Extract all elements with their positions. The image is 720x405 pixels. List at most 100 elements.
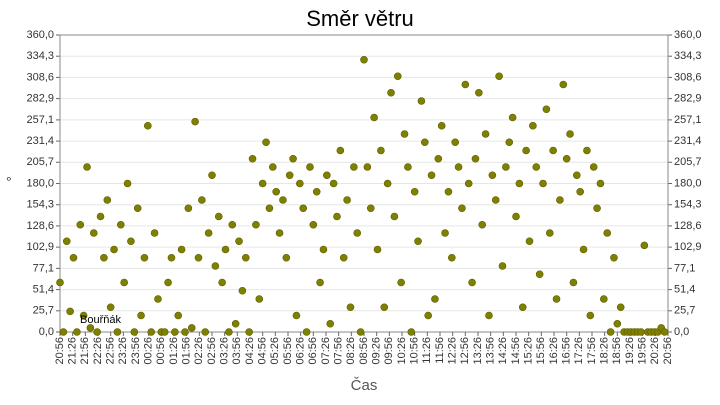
point [187, 324, 196, 332]
point [177, 245, 186, 254]
y-tick-label: 231,4 [26, 135, 54, 147]
y2-tick-label: 257,1 [674, 114, 702, 126]
point [475, 88, 483, 97]
point [309, 220, 318, 229]
x-axis-label: Čas [351, 377, 378, 394]
point [89, 229, 98, 237]
x-tick-label: 23:26 [117, 337, 129, 365]
point [228, 220, 237, 229]
point [373, 245, 382, 254]
point [103, 196, 112, 204]
point [464, 179, 473, 188]
x-tick-label: 23:56 [130, 337, 142, 365]
x-tick-label: 15:26 [523, 337, 535, 365]
point [566, 130, 574, 138]
y2-tick-label: 25,7 [674, 305, 695, 317]
y-tick-label: 154,3 [26, 199, 54, 211]
point [96, 212, 105, 221]
y2-tick-label: 231,4 [674, 135, 702, 147]
point [393, 72, 402, 81]
x-tick-label: 11:56 [434, 337, 446, 364]
y2-tick-label: 282,9 [674, 93, 702, 105]
y-tick-label: 257,1 [26, 114, 54, 126]
x-tick-label: 20:26 [649, 337, 661, 365]
point [529, 121, 537, 130]
point [593, 204, 601, 213]
point [86, 324, 95, 332]
point [451, 138, 460, 147]
point [431, 295, 439, 303]
x-tick-label: 10:26 [396, 337, 408, 365]
point [292, 311, 301, 320]
x-tick-label: 09:56 [383, 337, 395, 365]
y2-tick-label: 77,1 [674, 262, 695, 274]
x-tick-label: 00:56 [155, 337, 167, 365]
point [613, 319, 622, 328]
point [218, 278, 226, 287]
x-tick-label: 22:56 [105, 337, 117, 365]
x-tick-label: 20:56 [54, 337, 66, 365]
y-tick-label: 360,0 [26, 29, 54, 41]
point [238, 286, 247, 295]
annotation: Bouřňák [80, 314, 121, 326]
point [123, 179, 132, 188]
point [424, 311, 432, 320]
point [343, 196, 351, 204]
point [562, 154, 571, 163]
point [488, 171, 497, 180]
point [434, 154, 443, 163]
point [502, 163, 510, 171]
x-tick-label: 21:56 [79, 337, 91, 365]
y-tick-label: 180,0 [26, 177, 54, 189]
point [316, 278, 324, 287]
y2-tick-label: 102,9 [674, 241, 702, 253]
x-tick-label: 07:56 [333, 337, 345, 365]
point [518, 303, 527, 312]
point [539, 179, 547, 188]
x-tick-label: 06:56 [307, 337, 319, 365]
y2-tick-label: 154,3 [674, 199, 702, 211]
point [66, 307, 74, 316]
point [113, 328, 122, 336]
point [640, 241, 649, 250]
x-tick-label: 05:26 [269, 337, 281, 365]
point [404, 163, 412, 171]
x-tick-label: 02:56 [206, 337, 218, 365]
point [579, 245, 588, 254]
point [289, 154, 297, 163]
point [160, 328, 169, 336]
y2-tick-label: 0,0 [674, 326, 689, 338]
x-tick-label: 04:26 [244, 337, 256, 365]
point [245, 328, 253, 336]
x-tick-label: 17:56 [586, 337, 598, 365]
y-tick-label: 102,9 [26, 241, 54, 253]
point [214, 212, 223, 221]
point [323, 171, 331, 180]
point [448, 253, 456, 262]
point [512, 212, 520, 221]
point [282, 253, 291, 262]
point [79, 311, 88, 320]
point [471, 154, 480, 163]
point [221, 245, 230, 254]
point [660, 328, 669, 336]
y-tick-label: 282,9 [26, 93, 54, 105]
point [73, 328, 81, 336]
point [133, 204, 142, 213]
point [380, 303, 389, 312]
point [610, 253, 618, 262]
point [458, 204, 466, 213]
point [62, 237, 71, 246]
point [137, 311, 145, 320]
point [258, 179, 267, 188]
point [329, 179, 338, 188]
x-tick-label: 20:56 [662, 337, 674, 365]
x-tick-label: 01:26 [168, 337, 180, 365]
point [417, 97, 426, 105]
point [370, 113, 378, 122]
y-axis-label: ° [6, 174, 12, 190]
point [265, 204, 274, 213]
y-tick-label: 205,7 [26, 156, 54, 168]
point [444, 187, 453, 196]
x-tick-label: 13:56 [485, 337, 497, 365]
